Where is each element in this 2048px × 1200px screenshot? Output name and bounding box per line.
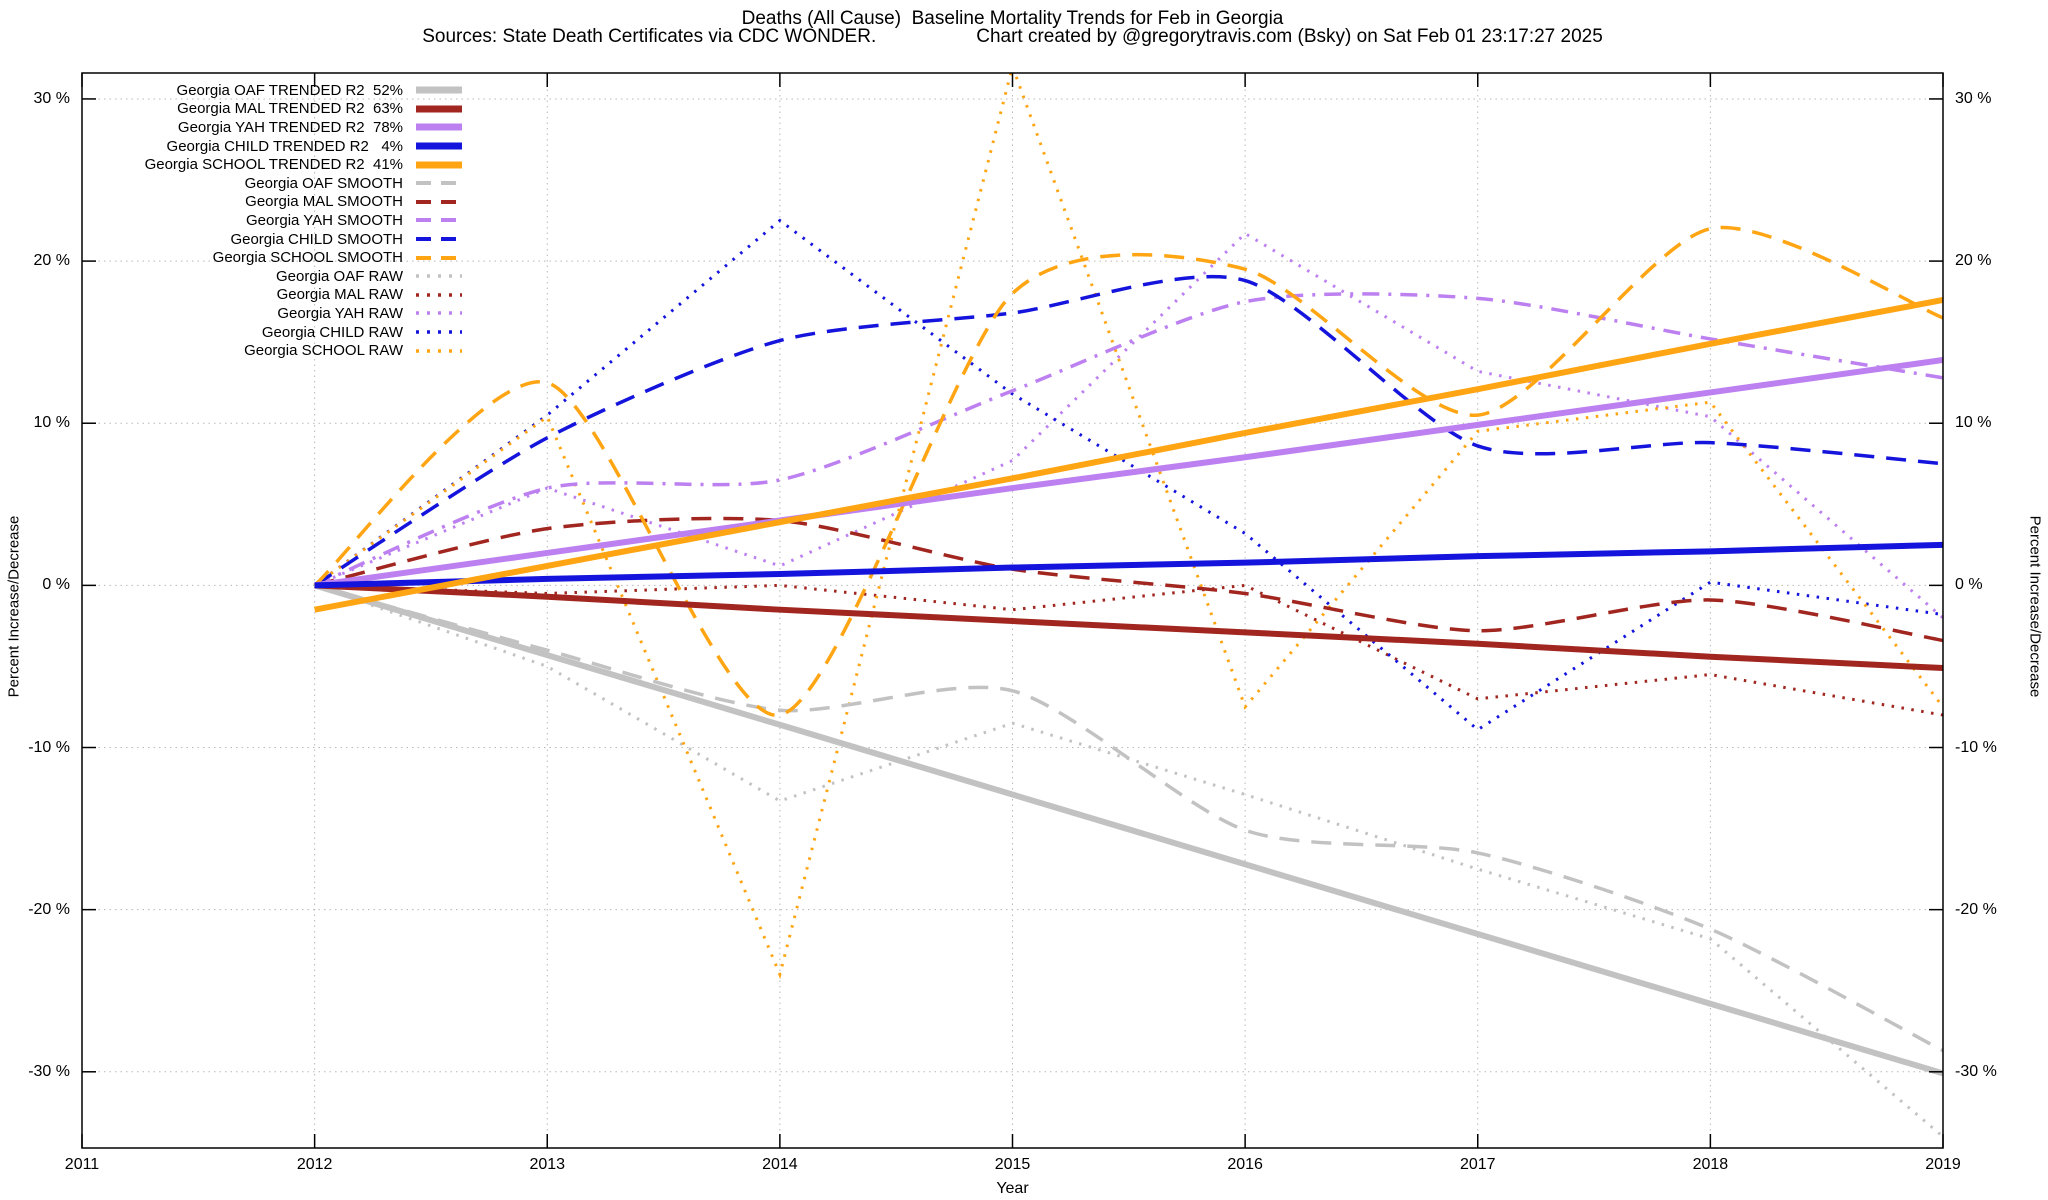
series-school-smooth <box>313 225 1943 717</box>
y-tick-label-right: 10 % <box>1955 414 1992 432</box>
legend-item-oaf-smooth: Georgia OAF SMOOTH <box>83 174 463 193</box>
series-mal-trended <box>314 582 1943 672</box>
legend-item-child-smooth: Georgia CHILD SMOOTH <box>83 230 463 249</box>
series-yah-smooth <box>313 292 1943 587</box>
series-child-trended <box>314 541 1943 589</box>
legend-swatch <box>416 311 462 316</box>
legend-item-school-trended: Georgia SCHOOL TRENDED R2 41% <box>83 155 463 174</box>
legend-swatch <box>416 255 462 260</box>
legend-swatch <box>416 181 462 186</box>
legend-swatch <box>416 199 462 204</box>
series-school-raw <box>313 73 1943 980</box>
y-tick-label-right: 20 % <box>1955 252 1992 270</box>
legend-item-yah-raw: Georgia YAH RAW <box>83 304 463 323</box>
legend-item-yah-smooth: Georgia YAH SMOOTH <box>83 211 463 230</box>
legend-item-school-raw: Georgia SCHOOL RAW <box>83 341 463 360</box>
legend-item-mal-smooth: Georgia MAL SMOOTH <box>83 193 463 212</box>
legend-label: Georgia YAH RAW <box>277 304 403 322</box>
series-oaf-raw <box>314 583 1943 1138</box>
legend-label: Georgia MAL RAW <box>276 286 403 304</box>
legend-swatch <box>416 330 462 334</box>
series-yah-trended <box>314 357 1943 589</box>
y-tick-label-right: -20 % <box>1955 900 1997 918</box>
y-tick-label-right: -30 % <box>1955 1062 1997 1080</box>
legend-label: Georgia CHILD SMOOTH <box>230 230 403 248</box>
chart-subtitle: Sources: State Death Certificates via CD… <box>82 26 1943 48</box>
legend-label: Georgia MAL SMOOTH <box>245 193 403 211</box>
series-mal-raw <box>314 583 1943 717</box>
x-tick-label: 2012 <box>296 1156 333 1173</box>
legend-label: Georgia SCHOOL RAW <box>244 342 403 360</box>
legend-label: Georgia OAF SMOOTH <box>244 174 403 192</box>
series-yah-raw <box>314 231 1943 619</box>
legend-item-child-raw: Georgia CHILD RAW <box>83 323 463 342</box>
legend-label: Georgia SCHOOL SMOOTH <box>212 249 403 267</box>
legend-label: Georgia MAL TRENDED R2 63% <box>177 100 403 118</box>
legend-item-oaf-raw: Georgia OAF RAW <box>83 267 463 286</box>
legend-swatch <box>416 218 462 223</box>
legend-label: Georgia YAH TRENDED R2 78% <box>177 118 403 136</box>
legend-label: Georgia YAH SMOOTH <box>246 211 403 229</box>
y-tick-label-right: 0 % <box>1955 576 1983 594</box>
series-school-trended <box>314 297 1943 613</box>
legend-item-oaf-trended: Georgia OAF TRENDED R2 52% <box>83 81 463 100</box>
chart-title: Deaths (All Cause) Baseline Mortality Tr… <box>741 8 1284 29</box>
legend-swatch <box>416 105 462 113</box>
x-tick-label: 2016 <box>1227 1156 1263 1173</box>
y-tick-label-right: 30 % <box>1955 89 1992 107</box>
legend-label: Georgia OAF RAW <box>276 267 403 285</box>
legend-swatch <box>416 237 462 242</box>
legend-swatch <box>416 86 462 94</box>
series-oaf-trended <box>313 582 1943 1077</box>
legend-label: Georgia CHILD TRENDED R2 4% <box>166 137 403 155</box>
x-tick-label: 2014 <box>762 1156 798 1173</box>
legend-item-school-smooth: Georgia SCHOOL SMOOTH <box>83 248 463 267</box>
y-axis-title-left: Percent Increase/Decrease <box>5 515 23 698</box>
y-axis-title-right: Percent Increase/Decrease <box>2026 515 2044 698</box>
legend-swatch <box>416 161 462 169</box>
series-mal-smooth <box>314 516 1943 643</box>
legend-item-child-trended: Georgia CHILD TRENDED R2 4% <box>83 137 463 156</box>
legend-swatch <box>416 348 462 353</box>
x-tick-label: 2017 <box>1459 1156 1496 1173</box>
credit-text: Chart created by @gregorytravis.com (Bsk… <box>976 26 1603 47</box>
legend-swatch <box>416 274 462 278</box>
y-tick-label-right: -10 % <box>1955 738 1997 756</box>
legend-label: Georgia CHILD RAW <box>261 323 403 341</box>
y-tick-label-left: 30 % <box>33 89 70 107</box>
sources-text: Sources: State Death Certificates via CD… <box>422 26 877 47</box>
legend-label: Georgia SCHOOL TRENDED R2 41% <box>144 156 403 174</box>
x-tick-label: 2011 <box>64 1156 100 1173</box>
legend: Georgia OAF TRENDED R2 52% Georgia MAL TR… <box>83 81 463 360</box>
x-axis-title: Year <box>996 1180 1029 1197</box>
x-tick-label: 2018 <box>1692 1156 1729 1173</box>
y-tick-label-left: -10 % <box>28 738 70 756</box>
legend-swatch <box>416 293 462 297</box>
x-tick-label: 2015 <box>994 1156 1031 1173</box>
legend-label: Georgia OAF TRENDED R2 52% <box>176 81 403 99</box>
legend-item-yah-trended: Georgia YAH TRENDED R2 78% <box>83 118 463 137</box>
y-tick-label-left: -30 % <box>28 1062 70 1080</box>
y-tick-label-left: -20 % <box>28 900 70 918</box>
legend-item-mal-trended: Georgia MAL TRENDED R2 63% <box>83 100 463 119</box>
legend-item-mal-raw: Georgia MAL RAW <box>83 286 463 305</box>
x-tick-label: 2013 <box>529 1156 566 1173</box>
series-oaf-smooth <box>314 583 1943 1053</box>
legend-swatch <box>416 142 462 150</box>
x-tick-label: 2019 <box>1925 1156 1961 1173</box>
legend-swatch <box>416 123 462 131</box>
series-child-smooth <box>313 274 1943 587</box>
y-tick-label-left: 10 % <box>33 414 70 432</box>
y-tick-label-left: 20 % <box>33 252 70 270</box>
y-tick-label-left: 0 % <box>42 576 70 594</box>
